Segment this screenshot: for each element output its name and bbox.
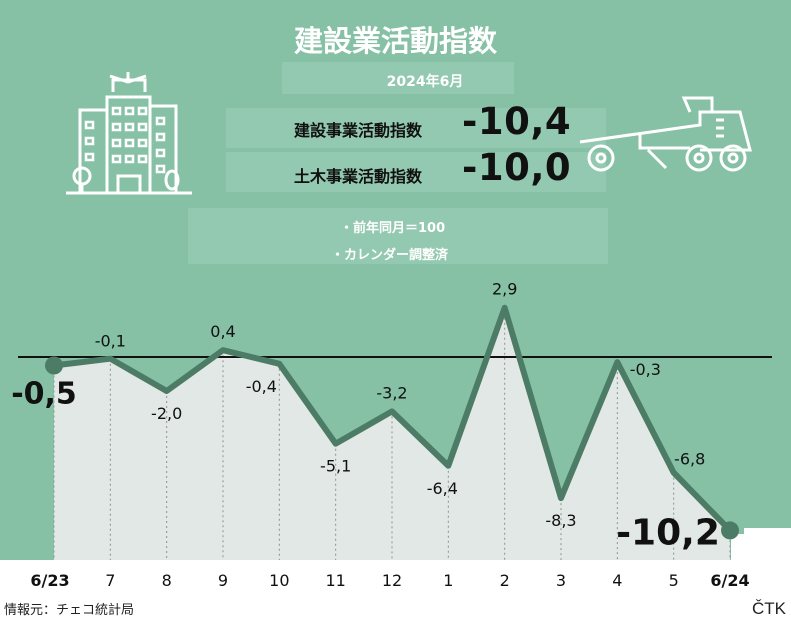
data-label: -3,2 <box>376 383 407 402</box>
data-label: -10,2 <box>616 512 720 553</box>
data-label: -0,5 <box>11 377 77 412</box>
data-label: -5,1 <box>320 457 351 476</box>
period-label: 2024年6月 <box>386 74 464 90</box>
x-tick-label: 8 <box>162 571 172 590</box>
notes-band <box>188 208 608 264</box>
data-label: 2,9 <box>492 280 517 299</box>
chart-title: 建設業活動指数 <box>293 24 497 58</box>
index-band-2 <box>226 152 606 192</box>
x-tick-label: 2 <box>500 571 510 590</box>
x-tick-label: 1 <box>443 571 453 590</box>
start-point <box>45 356 63 375</box>
construction-index-value: -10,4 <box>462 100 572 143</box>
x-tick-label: 11 <box>325 571 345 590</box>
data-label: -0,1 <box>95 332 126 351</box>
x-tick-label: 7 <box>105 571 115 590</box>
data-label: -6,8 <box>674 450 705 469</box>
x-tick-label: 4 <box>612 571 622 590</box>
series-polyline <box>51 304 733 534</box>
data-label: -0,4 <box>246 377 277 396</box>
data-label: 0,4 <box>210 322 235 341</box>
data-label: -0,3 <box>630 360 661 379</box>
period-band <box>282 62 514 94</box>
x-axis: 6/23 7 8 9 10 11 12 1 2 3 4 5 6/24 <box>30 571 749 590</box>
building-icon <box>66 72 192 195</box>
gridlines <box>53 307 731 560</box>
value-labels: -0,5 -0,1 -2,0 0,4 -0,4 -5,1 -3,2 -6,4 2,9 -8,3 -0… <box>11 280 720 554</box>
brand-logo: ČTK <box>752 599 786 618</box>
note-calendar: ・カレンダー調整済 <box>331 248 449 263</box>
x-tick-label: 6/23 <box>30 571 69 590</box>
series-line <box>45 304 739 540</box>
end-point <box>721 521 739 540</box>
x-tick-label: 9 <box>218 571 228 590</box>
construction-index-label: 建設事業活動指数 <box>294 121 423 140</box>
road-grader-icon <box>579 96 752 172</box>
x-tick-label: 5 <box>669 571 679 590</box>
data-label: -2,0 <box>151 404 182 423</box>
data-label: -6,4 <box>427 479 458 498</box>
source-note: 情報元：チェコ統計局 <box>4 603 135 618</box>
index-band-1 <box>226 108 606 148</box>
civil-index-label: 土木事業活動指数 <box>294 167 423 186</box>
x-tick-label: 10 <box>269 571 289 590</box>
data-label: -8,3 <box>545 511 576 530</box>
civil-index-value: -10,0 <box>462 146 572 189</box>
note-base: ・前年同月＝100 <box>340 221 446 236</box>
x-tick-label: 3 <box>556 571 566 590</box>
x-tick-label: 6/24 <box>710 571 749 590</box>
x-tick-label: 12 <box>382 571 402 590</box>
